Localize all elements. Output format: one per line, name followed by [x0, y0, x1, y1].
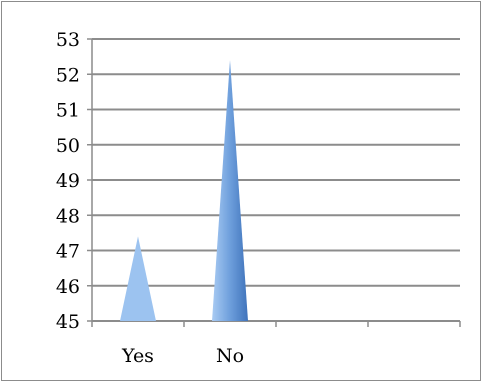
spike-yes: [120, 236, 156, 321]
y-tick-label: 51: [56, 100, 80, 122]
axes: [87, 38, 461, 327]
y-tick-label: 53: [56, 29, 80, 51]
x-category-label: Yes: [121, 345, 154, 367]
labels: 45 46 47 48 49 50 51 52 53 Yes No: [56, 29, 244, 367]
y-tick-label: 48: [56, 205, 80, 227]
gridlines: [92, 38, 460, 322]
y-tick-label: 45: [56, 311, 80, 333]
y-tick-label: 47: [56, 241, 80, 263]
y-tick-label: 52: [56, 64, 80, 86]
spike-no: [212, 60, 248, 322]
spikes: [120, 60, 248, 322]
y-tick-label: 49: [56, 170, 80, 192]
y-tick-label: 46: [56, 276, 80, 298]
y-tick-label: 50: [56, 135, 80, 157]
x-category-label: No: [216, 345, 244, 367]
